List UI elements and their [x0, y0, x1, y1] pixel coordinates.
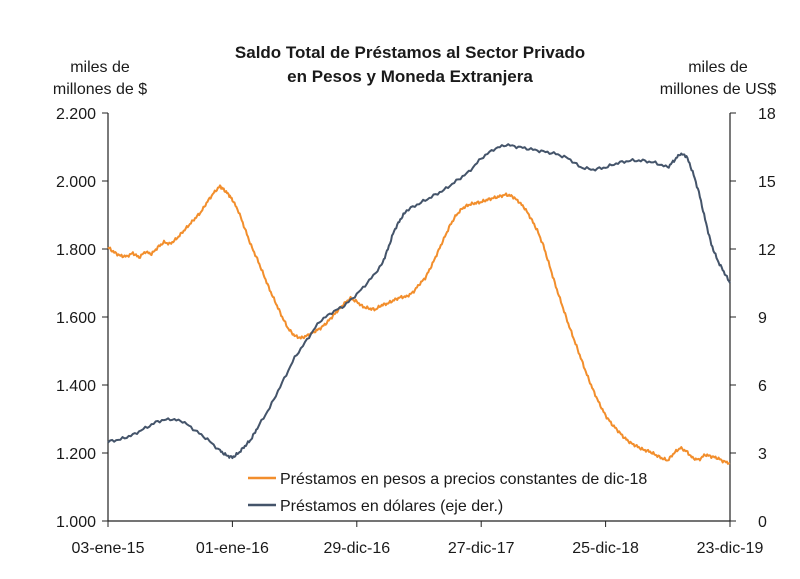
left-tick-label: 2.200: [56, 106, 96, 123]
left-tick-label: 2.000: [56, 174, 96, 191]
right-tick-label: 9: [758, 310, 767, 327]
right-tick-label: 15: [758, 174, 776, 191]
x-tick-label: 27-dic-17: [448, 540, 515, 557]
x-tick-label: 23-dic-19: [697, 540, 764, 557]
series-line-pesos: [107, 184, 731, 465]
legend-label-pesos: Préstamos en pesos a precios constantes …: [280, 471, 647, 488]
right-tick-label: 18: [758, 106, 776, 123]
left-tick-label: 1.200: [56, 446, 96, 463]
right-tick-label: 0: [758, 514, 767, 531]
left-tick-label: 1.000: [56, 514, 96, 531]
chart-title-line-2: en Pesos y Moneda Extranjera: [287, 67, 533, 86]
x-tick-label: 29-dic-16: [323, 540, 390, 557]
right-tick-label: 12: [758, 242, 776, 259]
left-tick-label: 1.400: [56, 378, 96, 395]
right-tick-label: 3: [758, 446, 767, 463]
x-tick-label: 01-ene-16: [196, 540, 269, 557]
left-axis-unit-line-1: miles de: [70, 59, 130, 76]
series-layer: [107, 143, 731, 465]
chart-title-line-1: Saldo Total de Préstamos al Sector Priva…: [235, 43, 585, 62]
x-tick-label: 25-dic-18: [572, 540, 639, 557]
left-tick-label: 1.600: [56, 310, 96, 327]
right-axis-unit-line-2: millones de US$: [660, 81, 777, 98]
axes-layer: 1.000 1.200 1.400 1.600 1.800 2.000 2.200 0 3 6 9 1…: [56, 106, 776, 557]
left-axis-unit-line-2: millones de $: [53, 81, 147, 98]
legend-label-dollars: Préstamos en dólares (eje der.): [280, 498, 503, 515]
right-axis-unit-line-1: miles de: [688, 59, 748, 76]
series-line-dollars: [107, 143, 731, 460]
x-tick-label: 03-ene-15: [72, 540, 145, 557]
legend: Préstamos en pesos a precios constantes …: [248, 471, 647, 515]
right-tick-label: 6: [758, 378, 767, 395]
left-tick-label: 1.800: [56, 242, 96, 259]
